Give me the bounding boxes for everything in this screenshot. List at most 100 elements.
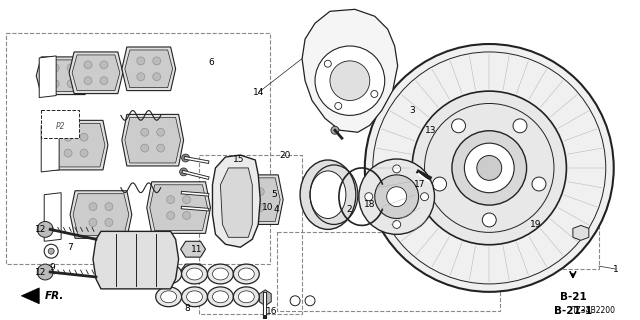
Text: 4: 4 (273, 205, 279, 214)
Polygon shape (122, 47, 175, 91)
Ellipse shape (187, 291, 202, 303)
Polygon shape (36, 57, 90, 95)
Circle shape (166, 212, 175, 220)
Circle shape (372, 52, 605, 284)
Circle shape (137, 57, 145, 65)
Polygon shape (220, 168, 252, 237)
Text: B-21: B-21 (559, 292, 586, 302)
Circle shape (532, 177, 546, 191)
Circle shape (465, 143, 514, 193)
Ellipse shape (234, 264, 259, 284)
Circle shape (424, 103, 554, 232)
Circle shape (375, 175, 419, 219)
Ellipse shape (310, 171, 346, 219)
Bar (547, 224, 599, 269)
Circle shape (335, 102, 342, 109)
Circle shape (80, 133, 88, 141)
Bar (277, 232, 500, 311)
Polygon shape (44, 193, 61, 241)
Polygon shape (573, 225, 589, 240)
Text: 17: 17 (414, 180, 426, 189)
Text: 1: 1 (613, 265, 619, 274)
Circle shape (387, 187, 406, 207)
Circle shape (412, 91, 566, 245)
Circle shape (182, 212, 191, 220)
Polygon shape (41, 122, 59, 172)
Text: TZ34B2200: TZ34B2200 (572, 306, 616, 315)
Circle shape (256, 204, 264, 212)
Polygon shape (72, 55, 120, 91)
Ellipse shape (187, 268, 202, 280)
Circle shape (80, 149, 88, 157)
Text: 7: 7 (67, 243, 73, 252)
Ellipse shape (238, 291, 254, 303)
Circle shape (483, 213, 496, 227)
Circle shape (153, 57, 161, 65)
Polygon shape (39, 56, 56, 98)
Ellipse shape (156, 287, 182, 307)
Circle shape (67, 64, 75, 72)
Polygon shape (39, 60, 87, 92)
Circle shape (157, 144, 164, 152)
Ellipse shape (207, 287, 234, 307)
Circle shape (67, 80, 75, 88)
Bar (198, 155, 302, 314)
Circle shape (241, 188, 248, 196)
Polygon shape (73, 194, 129, 235)
Text: 13: 13 (425, 126, 436, 135)
Circle shape (393, 165, 401, 173)
Polygon shape (44, 120, 108, 170)
Circle shape (89, 203, 97, 211)
Text: 8: 8 (185, 304, 191, 313)
Circle shape (359, 159, 435, 234)
Polygon shape (147, 182, 211, 233)
Text: 2: 2 (346, 205, 352, 214)
Text: 12: 12 (35, 225, 46, 234)
Text: B-21-1: B-21-1 (554, 306, 592, 316)
Circle shape (365, 44, 614, 292)
Circle shape (153, 73, 161, 81)
Polygon shape (180, 264, 205, 277)
Ellipse shape (212, 268, 228, 280)
Circle shape (51, 64, 59, 72)
Circle shape (182, 154, 189, 162)
Circle shape (420, 193, 429, 201)
Ellipse shape (300, 160, 356, 229)
Circle shape (331, 126, 339, 134)
Circle shape (51, 80, 59, 88)
Circle shape (256, 188, 264, 196)
Circle shape (64, 149, 72, 157)
Ellipse shape (182, 287, 207, 307)
Text: 3: 3 (410, 106, 415, 115)
Circle shape (48, 248, 54, 254)
Circle shape (371, 91, 378, 98)
Polygon shape (150, 185, 207, 230)
Circle shape (104, 255, 114, 265)
Circle shape (123, 255, 133, 265)
Text: 14: 14 (253, 88, 264, 97)
Circle shape (37, 221, 53, 237)
Circle shape (141, 128, 148, 136)
Circle shape (305, 296, 315, 306)
Polygon shape (69, 52, 123, 93)
Text: 12: 12 (35, 268, 46, 276)
Circle shape (137, 73, 145, 81)
Circle shape (393, 220, 401, 228)
Polygon shape (21, 288, 39, 304)
Polygon shape (125, 117, 180, 163)
Circle shape (179, 204, 187, 212)
Ellipse shape (100, 249, 118, 271)
Text: 11: 11 (191, 245, 202, 254)
Polygon shape (122, 114, 184, 166)
Ellipse shape (161, 291, 177, 303)
Circle shape (157, 128, 164, 136)
Circle shape (64, 133, 72, 141)
Circle shape (182, 196, 191, 204)
Ellipse shape (182, 264, 207, 284)
Text: 16: 16 (266, 307, 277, 316)
Circle shape (290, 296, 300, 306)
Circle shape (44, 244, 58, 258)
Text: 5: 5 (271, 190, 277, 199)
Ellipse shape (119, 249, 137, 271)
Circle shape (452, 119, 465, 133)
